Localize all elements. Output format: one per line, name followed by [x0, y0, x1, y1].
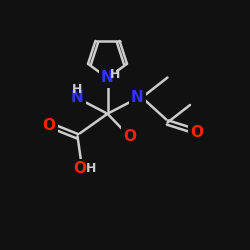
Text: O: O [190, 125, 203, 140]
Text: N: N [101, 70, 114, 86]
Text: O: O [74, 161, 86, 176]
Text: O: O [124, 129, 136, 144]
Text: N: N [71, 90, 84, 105]
Text: H: H [72, 83, 82, 96]
Text: H: H [86, 162, 97, 175]
Text: O: O [42, 118, 55, 132]
Text: N: N [131, 90, 144, 105]
Text: H: H [110, 68, 120, 81]
